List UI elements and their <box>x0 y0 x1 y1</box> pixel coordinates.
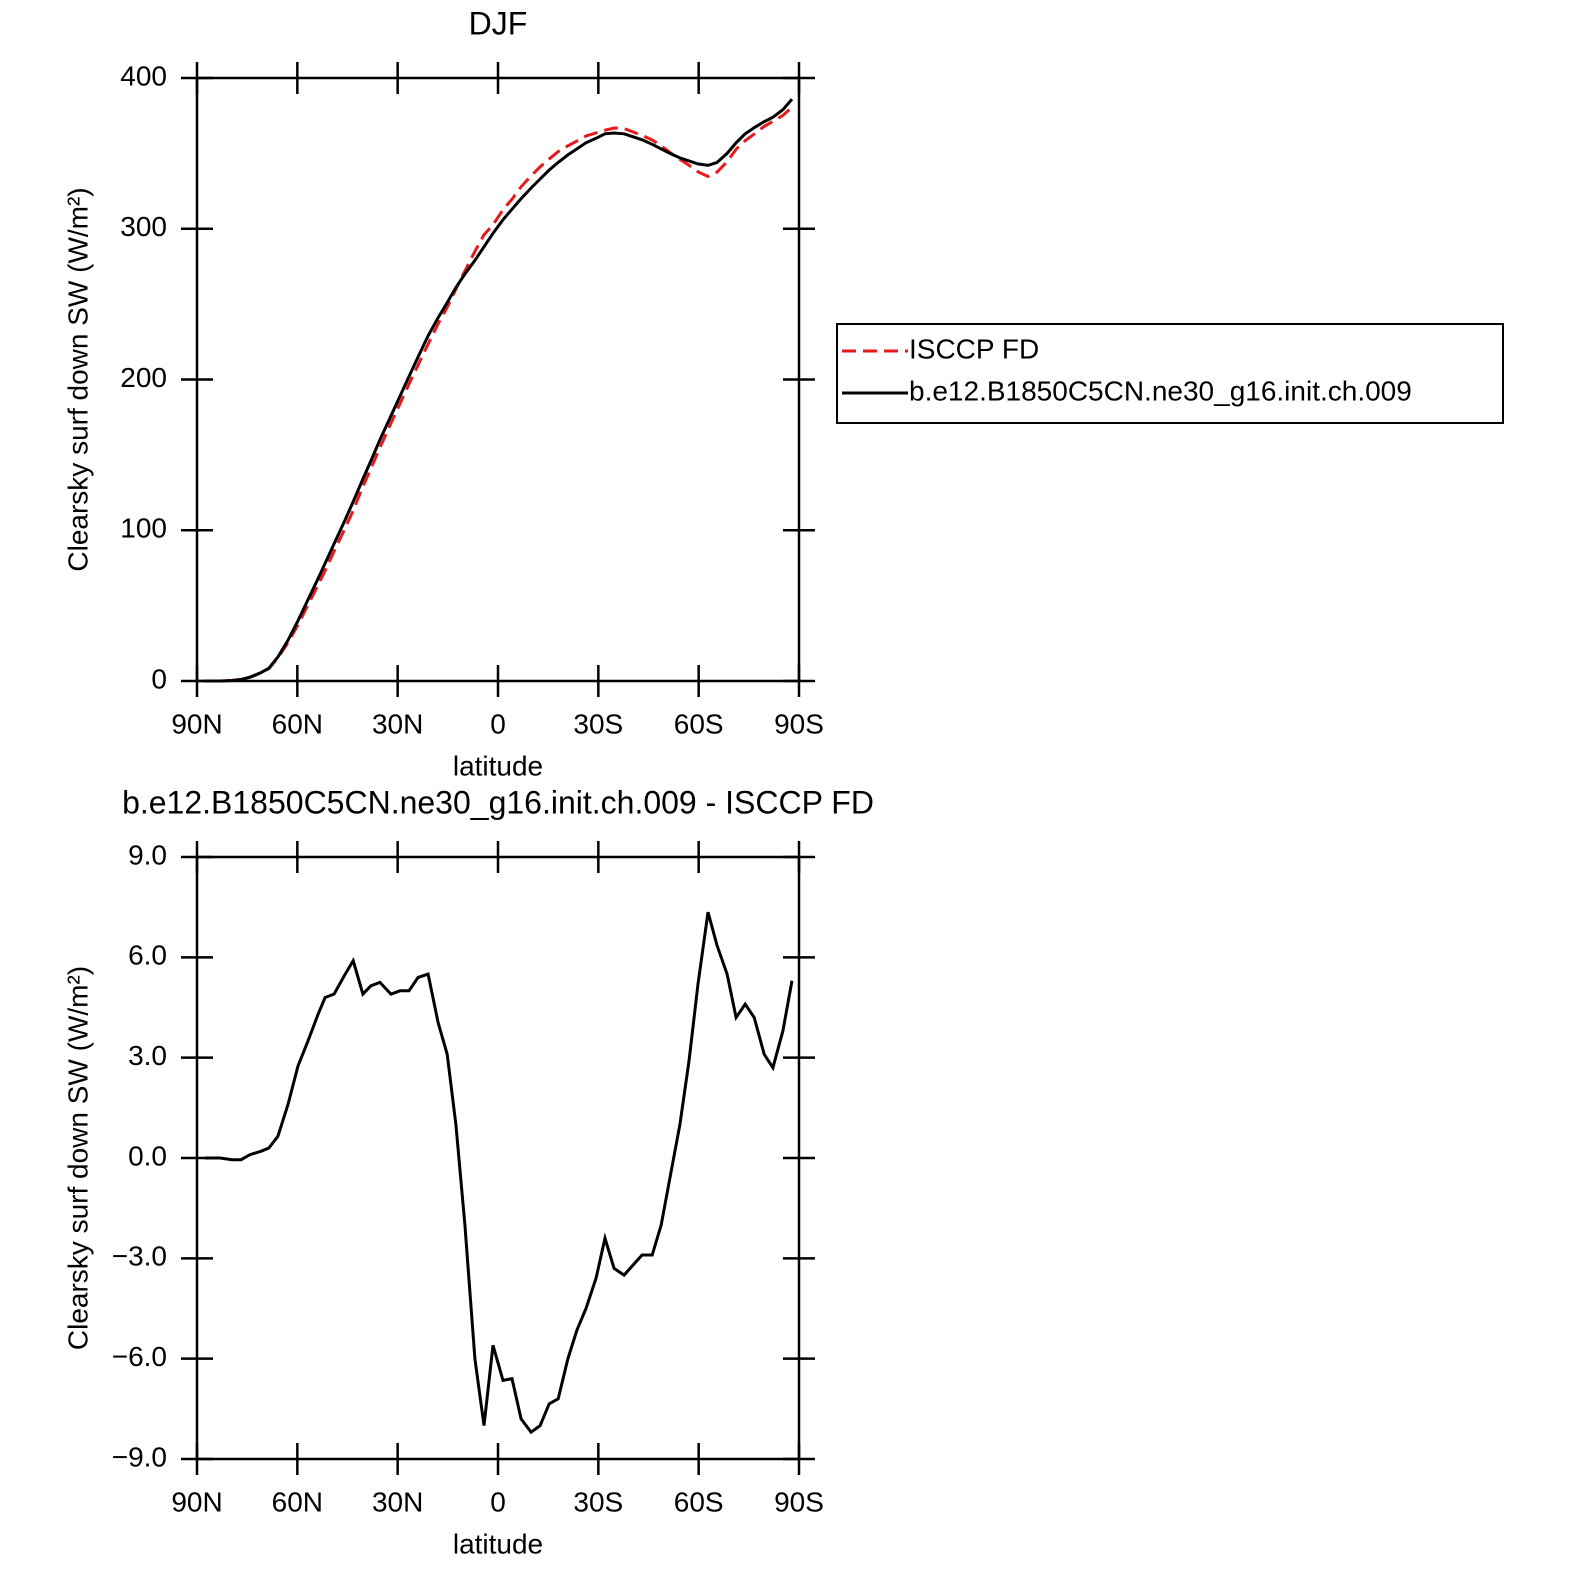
x-tick-label: 0 <box>490 708 506 739</box>
chart-title: b.e12.B1850C5CN.ne30_g16.init.ch.009 - I… <box>122 784 874 820</box>
legend-label: b.e12.B1850C5CN.ne30_g16.init.ch.009 <box>909 375 1412 406</box>
y-axis-label: Clearsky surf down SW (W/m²) <box>62 187 93 571</box>
x-tick-label: 60N <box>272 708 323 739</box>
legend-label: ISCCP FD <box>909 333 1039 364</box>
plot-frame <box>195 855 801 1461</box>
x-tick-label: 90N <box>171 1486 222 1517</box>
y-tick-label: −3.0 <box>112 1241 167 1272</box>
y-tick-label: 200 <box>120 362 167 393</box>
y-tick-label: 6.0 <box>128 940 167 971</box>
y-tick-label: −6.0 <box>112 1341 167 1372</box>
data-line <box>205 911 794 1435</box>
x-tick-label: 90S <box>774 708 824 739</box>
y-tick-label: 3.0 <box>128 1040 167 1071</box>
x-axis-label: latitude <box>453 1528 543 1559</box>
y-tick-label: 9.0 <box>128 839 167 870</box>
y-tick-label: 300 <box>120 211 167 242</box>
y-tick-label: 100 <box>120 513 167 544</box>
x-axis-label: latitude <box>453 750 543 781</box>
x-tick-label: 60S <box>674 708 724 739</box>
y-tick-label: 400 <box>120 60 167 91</box>
plot-frame <box>195 76 801 683</box>
x-tick-label: 30N <box>372 1486 423 1517</box>
x-tick-label: 30S <box>573 708 623 739</box>
y-tick-label: 0 <box>151 663 167 694</box>
x-tick-label: 30S <box>573 1486 623 1517</box>
x-tick-label: 90S <box>774 1486 824 1517</box>
x-tick-label: 90N <box>171 708 222 739</box>
x-tick-label: 0 <box>490 1486 506 1517</box>
x-tick-label: 30N <box>372 708 423 739</box>
y-axis-label: Clearsky surf down SW (W/m²) <box>62 966 93 1350</box>
y-tick-label: 0.0 <box>128 1140 167 1171</box>
x-tick-label: 60S <box>674 1486 724 1517</box>
data-line <box>205 98 794 683</box>
legend-box <box>836 323 1504 424</box>
chart-title: DJF <box>469 5 528 41</box>
data-line <box>205 105 794 683</box>
y-tick-label: −9.0 <box>112 1441 167 1472</box>
x-tick-label: 60N <box>272 1486 323 1517</box>
